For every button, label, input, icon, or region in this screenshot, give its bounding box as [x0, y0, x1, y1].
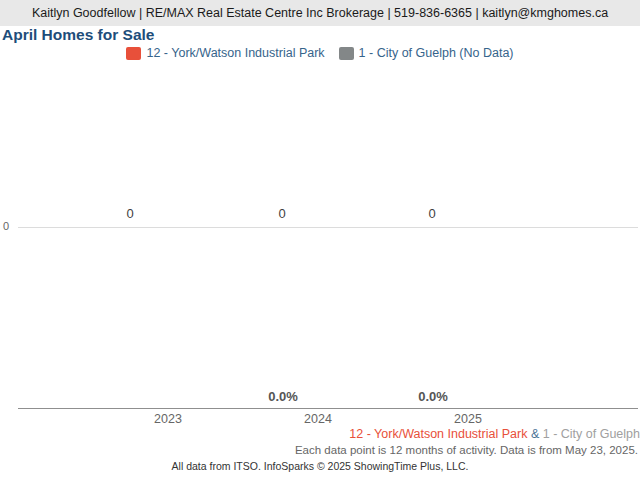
legend-item-guelph: 1 - City of Guelph (No Data) [339, 46, 514, 60]
zero-gridline [18, 227, 638, 228]
attribution-line: All data from ITSO. InfoSparks © 2025 Sh… [0, 460, 640, 472]
legend-swatch-red-icon [126, 47, 141, 60]
data-point-label-2023: 0 [110, 206, 150, 221]
data-point-label-2024: 0 [262, 206, 302, 221]
legend-label-york-watson: 12 - York/Watson Industrial Park [146, 46, 324, 60]
agent-branding-banner: Kaitlyn Goodfellow | RE/MAX Real Estate … [0, 0, 640, 26]
chart-legend: 12 - York/Watson Industrial Park 1 - Cit… [0, 45, 640, 61]
agent-branding-text: Kaitlyn Goodfellow | RE/MAX Real Estate … [32, 6, 608, 20]
legend-item-york-watson: 12 - York/Watson Industrial Park [126, 46, 324, 60]
footer-series2-label: 1 - City of Guelph [543, 427, 640, 441]
pct-change-label-2024: 0.0% [253, 389, 313, 404]
y-axis-tick-label: 0 [3, 220, 9, 232]
footer-series1-label: 12 - York/Watson Industrial Park [349, 427, 527, 441]
infosparks-chart-page: Kaitlyn Goodfellow | RE/MAX Real Estate … [0, 0, 640, 480]
x-axis-line [18, 408, 638, 409]
x-axis-tick-2024: 2024 [288, 412, 348, 426]
x-axis-tick-2025: 2025 [438, 412, 498, 426]
chart-title: April Homes for Sale [2, 26, 154, 44]
legend-swatch-gray-icon [339, 47, 354, 60]
x-axis-tick-2023: 2023 [138, 412, 198, 426]
footer-series-separator: & [531, 427, 543, 441]
legend-label-guelph: 1 - City of Guelph (No Data) [359, 46, 514, 60]
pct-change-label-2025: 0.0% [403, 389, 463, 404]
footer-series-line: 12 - York/Watson Industrial Park & 1 - C… [349, 427, 640, 441]
data-note: Each data point is 12 months of activity… [295, 444, 638, 456]
data-point-label-2025: 0 [412, 206, 452, 221]
